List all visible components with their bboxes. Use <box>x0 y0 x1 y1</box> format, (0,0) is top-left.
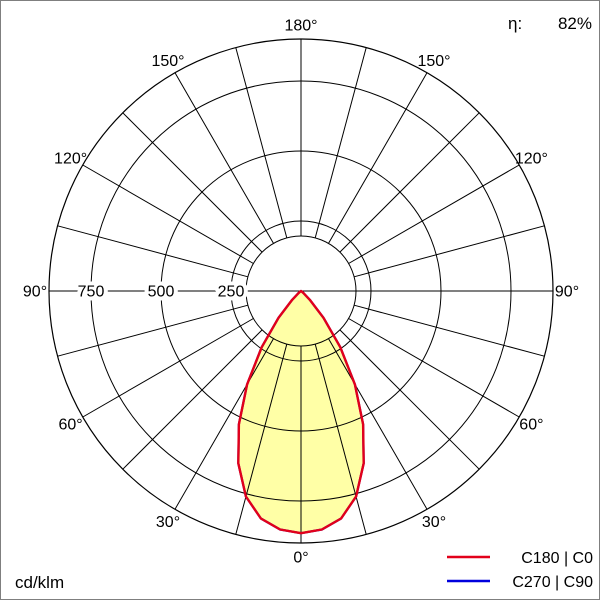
unit-label: cd/klm <box>15 573 64 592</box>
grid-spoke <box>82 318 254 418</box>
angle-label: 90° <box>23 284 47 301</box>
beam-curve-c180-c0 <box>237 289 365 535</box>
angle-labels: 0° 30° 30° 60° 60° 90° 90° 120° 120° 150° 150° 180° <box>23 18 579 567</box>
grid-spoke <box>57 225 249 278</box>
angle-label: 0° <box>293 550 308 567</box>
angle-label: 150° <box>417 53 450 70</box>
legend: C180 | C0 C270 | C90 <box>447 550 593 591</box>
polar-grid <box>48 38 554 544</box>
eta-label: η: <box>508 14 522 33</box>
angle-label: 30° <box>422 514 446 531</box>
beam-stroke-layer <box>237 289 365 535</box>
grid-spoke <box>353 225 545 278</box>
grid-spoke <box>235 47 288 239</box>
legend-label-c180-c0: C180 | C0 <box>521 550 593 567</box>
angle-label: 90° <box>555 284 579 301</box>
grid-spoke <box>174 72 274 244</box>
angle-label: 60° <box>519 417 543 434</box>
grid-spoke <box>314 343 367 535</box>
grid-spoke <box>122 329 263 470</box>
legend-label-c270-c90: C270 | C90 <box>512 574 593 591</box>
angle-label: 30° <box>156 514 180 531</box>
grid-spoke <box>339 112 480 253</box>
grid-spoke <box>339 329 480 470</box>
radial-tick-label: 250 <box>218 284 245 301</box>
grid-spoke <box>348 164 520 264</box>
grid-spoke <box>328 338 428 510</box>
grid-spoke <box>57 304 249 357</box>
radial-tick-label: 500 <box>148 284 175 301</box>
eta-value: 82% <box>558 14 592 33</box>
grid-spoke <box>348 318 520 418</box>
angle-label: 120° <box>515 151 548 168</box>
radial-tick-label: 750 <box>78 284 105 301</box>
grid-spoke <box>122 112 263 253</box>
grid-spoke <box>174 338 274 510</box>
grid-spoke <box>353 304 545 357</box>
grid-spoke <box>82 164 254 264</box>
angle-label: 150° <box>151 53 184 70</box>
angle-label: 120° <box>54 151 87 168</box>
grid-spoke <box>314 47 367 239</box>
angle-label: 60° <box>58 417 82 434</box>
grid-spoke <box>328 72 428 244</box>
angle-label: 180° <box>284 18 317 35</box>
grid-spoke <box>235 343 288 535</box>
radial-tick-labels: 250 500 750 <box>74 280 249 305</box>
